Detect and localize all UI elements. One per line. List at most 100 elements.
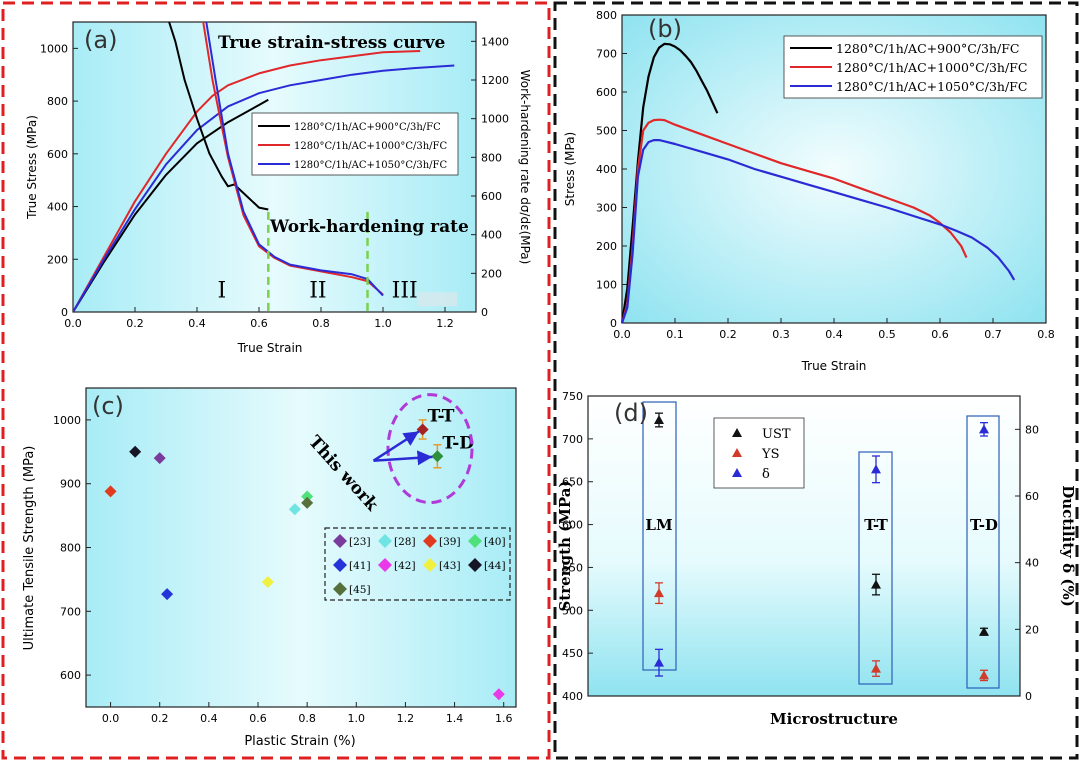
x-tick-label: 1.0 bbox=[348, 712, 366, 725]
ref-point bbox=[104, 485, 117, 498]
x-tick-label: 0.4 bbox=[188, 317, 206, 330]
point-delta bbox=[979, 424, 989, 434]
legend-marker bbox=[423, 534, 437, 548]
point-ys bbox=[654, 588, 664, 598]
y-tick-label: 750 bbox=[562, 390, 583, 403]
y2-tick-label: 800 bbox=[481, 151, 502, 164]
y-axis-label: True Stress (MPa) bbox=[25, 115, 39, 220]
legend: 1280°C/1h/AC+900°C/3h/FC 1280°C/1h/AC+100… bbox=[251, 112, 459, 176]
ref-point bbox=[288, 503, 301, 516]
legend-marker bbox=[732, 448, 742, 457]
x-tick-label: 1.2 bbox=[397, 712, 415, 725]
legend-marker bbox=[732, 428, 742, 437]
x-tick-label: 0.0 bbox=[102, 712, 120, 725]
y-tick-label: 300 bbox=[596, 202, 617, 215]
x-tick-label: 1.4 bbox=[446, 712, 464, 725]
panel-a: 0.0 0.2 0.4 0.6 0.8 1.0 1.2 0 200 400 600 800 1000 0 2… bbox=[25, 21, 532, 355]
highlight-ellipse bbox=[386, 393, 474, 505]
panel-label: (c) bbox=[92, 392, 124, 420]
legend-item: 1280°C/1h/AC+1000°C/3h/FC bbox=[294, 141, 447, 152]
legend-marker bbox=[333, 582, 347, 596]
x-tick-label: 0.7 bbox=[984, 328, 1002, 341]
y-tick-label: 650 bbox=[562, 476, 583, 489]
y-tick-label: 800 bbox=[596, 9, 617, 22]
y-tick-label: 600 bbox=[60, 669, 81, 682]
legend-item: UST bbox=[762, 427, 791, 442]
y-tick-label: 600 bbox=[562, 519, 583, 532]
x-tick-label: 0.0 bbox=[64, 317, 82, 330]
y2-tick-label: 0 bbox=[1025, 690, 1032, 703]
plot-area bbox=[85, 387, 517, 708]
annotation: Work-hardening rate bbox=[269, 217, 469, 237]
group-box bbox=[966, 415, 1000, 689]
this-work-point bbox=[416, 423, 429, 436]
x-tick-label: 0.8 bbox=[298, 712, 316, 725]
x-tick-label: 0.8 bbox=[312, 317, 330, 330]
y-tick-label: 600 bbox=[596, 86, 617, 99]
y2-tick-label: 1000 bbox=[481, 113, 509, 126]
arrow-tt bbox=[372, 430, 420, 462]
group-box bbox=[858, 451, 893, 685]
legend-item: [44] bbox=[484, 560, 506, 572]
y-axis-label: Strength (MPa) bbox=[556, 480, 574, 611]
y-tick-label: 700 bbox=[60, 605, 81, 618]
y2-tick-label: 60 bbox=[1025, 490, 1039, 503]
panel-label: (b) bbox=[648, 15, 682, 43]
panel-label: (a) bbox=[84, 26, 117, 54]
x-tick-label: 1.0 bbox=[374, 317, 392, 330]
y2-tick-label: 20 bbox=[1025, 623, 1039, 636]
ref-point bbox=[301, 490, 314, 503]
ref-point bbox=[261, 575, 274, 588]
x-tick-label: 0.2 bbox=[126, 317, 144, 330]
legend-item: [42] bbox=[394, 560, 416, 572]
legend-marker bbox=[378, 534, 392, 548]
legend-box bbox=[713, 417, 805, 489]
y-tick-label: 200 bbox=[47, 253, 68, 266]
y-tick-label: 400 bbox=[47, 201, 68, 214]
x-tick-label: 0.2 bbox=[719, 328, 737, 341]
x-tick-label: 0.5 bbox=[878, 328, 896, 341]
panel-b: 0.0 0.1 0.2 0.3 0.4 0.5 0.6 0.7 0.8 0 100 200 300 400… bbox=[563, 9, 1055, 373]
x-axis-label: True Strain bbox=[237, 341, 303, 355]
y-tick-label: 500 bbox=[562, 604, 583, 617]
legend-item: [45] bbox=[349, 584, 371, 596]
y-axis-label: Stress (MPa) bbox=[563, 132, 577, 206]
x-tick-label: 1.6 bbox=[495, 712, 513, 725]
y-tick-label: 1000 bbox=[40, 42, 68, 55]
legend-item: 1280°C/1h/AC+1000°C/3h/FC bbox=[836, 60, 1027, 75]
point-delta bbox=[871, 464, 881, 474]
ref-point bbox=[301, 496, 314, 509]
series-line-blue-right bbox=[205, 22, 384, 297]
series-line-red bbox=[620, 118, 968, 324]
x-tick-label: 0.4 bbox=[200, 712, 218, 725]
ref-point bbox=[161, 588, 174, 601]
y2-axis-label: Work-hardening rate dσ/dε(MPa) bbox=[518, 70, 532, 265]
point-ys bbox=[871, 663, 881, 673]
chart-title: True strain-stress curve bbox=[218, 33, 446, 53]
x-axis-label: Microstructure bbox=[770, 710, 898, 728]
group-label: LM bbox=[645, 516, 672, 534]
point-ust bbox=[654, 415, 664, 424]
x-tick-label: 0.6 bbox=[249, 712, 267, 725]
series-group bbox=[73, 22, 455, 312]
x-tick-label: 1.2 bbox=[436, 317, 454, 330]
x-tick-label: 0.6 bbox=[250, 317, 268, 330]
this-work-label: T-T bbox=[428, 406, 455, 426]
point-delta bbox=[654, 657, 664, 667]
series-line-black-left bbox=[73, 98, 269, 312]
x-tick-label: 0.2 bbox=[151, 712, 169, 725]
x-axis-label: True Strain bbox=[801, 359, 867, 373]
y2-tick-label: 1200 bbox=[481, 74, 509, 87]
legend-item: [23] bbox=[349, 536, 371, 548]
series-line-blue bbox=[620, 139, 1016, 324]
legend: 1280°C/1h/AC+900°C/3h/FC 1280°C/1h/AC+100… bbox=[783, 35, 1043, 99]
legend: UST YS δ bbox=[713, 417, 805, 489]
y-axis-label: Ultimate Tensile Strength (MPa) bbox=[22, 446, 37, 651]
x-tick-label: 0.6 bbox=[931, 328, 949, 341]
y-tick-label: 0 bbox=[610, 317, 617, 330]
panel-label: (d) bbox=[614, 399, 648, 427]
ref-point bbox=[153, 452, 166, 465]
ref-point bbox=[129, 445, 142, 458]
stage-shade bbox=[417, 292, 458, 307]
